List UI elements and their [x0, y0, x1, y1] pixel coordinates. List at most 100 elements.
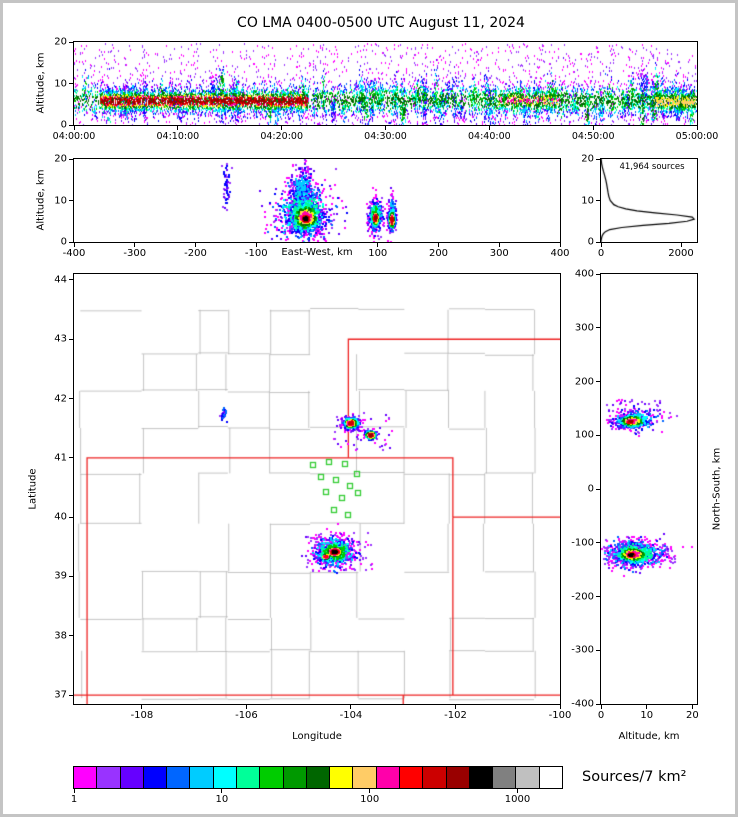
map-xlabel: Longitude [292, 731, 342, 742]
tick-label: 04:00:00 [52, 131, 96, 142]
tick-mark [69, 158, 73, 160]
colorbar-segment [236, 767, 261, 788]
tick-mark [177, 126, 179, 130]
tick-mark [350, 705, 352, 709]
tick-label: 300 [574, 322, 594, 334]
tick-label: 04:40:00 [467, 131, 511, 142]
figure-title: CO LMA 0400-0500 UTC August 11, 2024 [237, 15, 525, 31]
tick-label: 2000 [668, 248, 694, 259]
tick-mark [596, 200, 600, 201]
source-count-label: 41,964 sources [619, 162, 685, 172]
colorbar-segment [423, 767, 447, 788]
tick-label: 0 [60, 119, 67, 131]
tick-label: -104 [339, 710, 363, 721]
tick-label: 400 [550, 248, 570, 259]
tick-mark [559, 705, 561, 709]
tick-label: 04:50:00 [571, 131, 615, 142]
time-panel-ylabel: Altitude, km [35, 52, 47, 114]
colorbar-segment [306, 767, 331, 788]
colorbar-segment [143, 767, 168, 788]
colorbar-segment [516, 767, 540, 788]
colorbar-label: Sources/7 km² [582, 769, 687, 785]
tick-mark [69, 457, 73, 459]
tick-label: 05:00:00 [675, 131, 719, 142]
tick-label: -108 [130, 710, 154, 721]
colorbar-tick-label: 1000 [504, 794, 531, 805]
tick-mark [377, 243, 379, 247]
tick-mark [596, 649, 600, 651]
colorbar-tick-label: 10 [215, 794, 229, 805]
tick-mark [69, 694, 73, 696]
tick-mark [69, 41, 73, 43]
colorbar-tick-mark [369, 789, 371, 793]
tick-label: -300 [123, 248, 147, 259]
tick-label: 20 [54, 153, 67, 165]
tick-mark [680, 243, 682, 247]
tick-mark [559, 243, 561, 247]
colorbar-segment [446, 767, 470, 788]
colorbar-segment [97, 767, 121, 788]
colorbar-tick-mark [221, 789, 223, 793]
tick-label: 300 [489, 248, 509, 259]
tick-mark [245, 705, 247, 709]
tick-label: 0 [587, 236, 594, 248]
tick-mark [385, 126, 386, 130]
colorbar-segment [120, 767, 144, 788]
ns-panel-right-label: North-South, km [711, 447, 723, 531]
tick-mark [69, 398, 73, 400]
time-altitude-panel [73, 41, 698, 126]
tick-label: 44 [54, 274, 67, 286]
tick-label: 10 [581, 195, 594, 206]
tick-label: 38 [54, 630, 67, 642]
colorbar-segment [493, 767, 517, 788]
tick-mark [596, 241, 600, 243]
tick-mark [600, 243, 602, 247]
tick-mark [596, 273, 600, 275]
tick-label: 400 [574, 268, 594, 280]
tick-label: 0 [597, 710, 605, 721]
colorbar-segment [376, 767, 400, 788]
colorbar-tick-label: 1 [70, 794, 78, 805]
tick-label: 10 [640, 710, 654, 721]
colorbar-segment [167, 767, 191, 788]
colorbar-tick-label: 100 [360, 794, 380, 805]
map-ylabel: Latitude [27, 468, 39, 510]
colorbar-segment [190, 767, 214, 788]
tick-label: -102 [444, 710, 467, 721]
tick-label: 42 [54, 393, 67, 405]
tick-mark [596, 434, 600, 436]
tick-label: 0 [587, 483, 594, 495]
eastwest-altitude-panel [73, 158, 561, 243]
tick-label: 37 [54, 689, 67, 701]
colorbar-segment [539, 767, 562, 788]
tick-mark [596, 596, 600, 597]
tick-label: 20 [54, 36, 67, 48]
ns-panel-xlabel: Altitude, km [618, 731, 680, 742]
tick-label: 10 [54, 78, 67, 89]
plan-view-map-canvas [74, 274, 560, 704]
tick-label: -100 [244, 248, 268, 259]
tick-label: 20 [686, 710, 699, 721]
colorbar-segment [260, 767, 284, 788]
colorbar-segment [74, 767, 98, 788]
tick-mark [141, 705, 143, 709]
tick-mark [69, 83, 73, 84]
tick-mark [255, 243, 257, 247]
tick-mark [69, 241, 73, 243]
tick-label: -300 [571, 644, 594, 656]
ew-panel-xlabel: East-West, km [281, 247, 353, 258]
ew-panel-ylabel: Altitude, km [35, 169, 47, 231]
tick-mark [69, 279, 73, 281]
tick-mark [69, 575, 73, 577]
tick-label: 200 [574, 376, 594, 387]
tick-label: -100 [571, 537, 594, 549]
density-colorbar [73, 766, 563, 789]
tick-mark [600, 705, 602, 709]
tick-mark [454, 705, 456, 709]
tick-mark [69, 516, 73, 518]
tick-mark [498, 243, 500, 247]
tick-label: -400 [62, 248, 86, 259]
tick-label: 10 [54, 195, 67, 206]
tick-mark [281, 126, 283, 130]
